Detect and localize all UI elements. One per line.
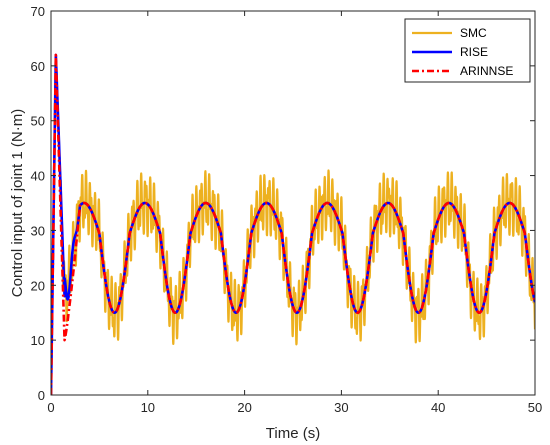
x-tick-label: 30: [334, 400, 348, 415]
x-tick-label: 0: [47, 400, 54, 415]
legend-label-arinnse: ARINNSE: [460, 64, 513, 78]
y-tick-label: 0: [38, 388, 45, 403]
legend-label-smc: SMC: [460, 26, 487, 40]
x-tick-label: 50: [528, 400, 542, 415]
x-tick-label: 10: [141, 400, 155, 415]
x-tick-label: 40: [431, 400, 445, 415]
y-tick-label: 60: [31, 59, 45, 74]
series-line-arinnse: [51, 53, 535, 395]
plot-frame: [50, 10, 536, 396]
series-layer: [51, 53, 535, 395]
y-tick-label: 10: [31, 333, 45, 348]
y-tick-label: 40: [31, 169, 45, 184]
y-axis-title: Control input of joint 1 (N·m): [9, 109, 26, 297]
ticks-layer: 0 10 20 30 40 50 0 10 20 30 40 50 60 70: [31, 4, 543, 415]
legend-label-rise: RISE: [460, 45, 488, 59]
x-tick-label: 20: [237, 400, 251, 415]
y-tick-label: 70: [31, 4, 45, 19]
y-tick-label: 30: [31, 223, 45, 238]
legend: SMC RISE ARINNSE: [404, 18, 531, 83]
legend-box: [404, 18, 531, 83]
y-tick-label: 20: [31, 278, 45, 293]
x-axis-title: Time (s): [266, 425, 320, 442]
y-tick-label: 50: [31, 114, 45, 129]
